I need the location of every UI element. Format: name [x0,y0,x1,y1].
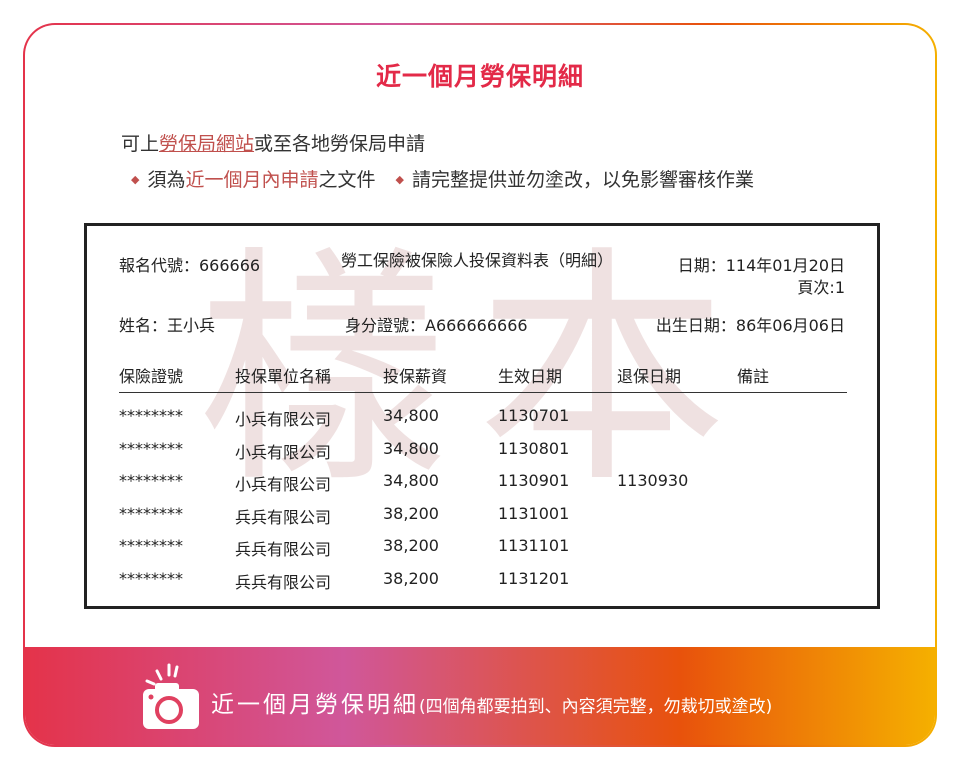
table-cell: 1131201 [498,569,570,588]
table-cell: 兵兵有限公司 [235,540,332,560]
table-cell: ******** [119,406,183,425]
column-header: 備註 [737,367,770,386]
table-cell: 小兵有限公司 [235,410,332,429]
bli-website-link[interactable]: 勞保局網站 [159,133,255,155]
date: 日期：114年01月20日 [677,256,845,275]
footer-banner: 近一個月勞保明細(四個角都要拍到、內容須完整，勿裁切或塗改) [25,647,935,745]
table-cell: 1131101 [498,536,570,556]
bullet-item: ◆ 須為近一個月內申請之文件 [131,169,376,191]
id-number: 身分證號：A666666666 [345,316,528,335]
page-number: 頁次:1 [797,278,845,297]
table-cell: 38,200 [383,569,439,588]
column-header: 保險證號 [119,367,184,386]
birth-date: 出生日期：86年06月06日 [655,316,845,335]
table-cell: 1131001 [498,503,570,523]
page-title: 近一個月勞保明細 [375,62,584,91]
table-cell: 兵兵有限公司 [235,507,332,527]
footer-text: 近一個月勞保明細(四個角都要拍到、內容須完整，勿裁切或塗改) [211,692,773,718]
name: 姓名：王小兵 [119,316,216,335]
instruction-line: 可上勞保局網站或至各地勞保局申請 [121,129,425,156]
table-cell: 38,200 [383,503,439,523]
code-label: 報名代號：666666 [119,256,261,275]
table-cell: 38,200 [383,536,439,556]
table-cell: ******** [119,569,183,588]
column-header: 生效日期 [498,367,563,386]
table-cell: ******** [119,471,183,491]
text: 或至各地勞保局申請 [254,133,426,155]
table-cell: 兵兵有限公司 [235,573,332,592]
text: 可上 [121,133,160,155]
column-header: 退保日期 [617,367,682,386]
camera-icon [143,663,199,729]
table-cell: 1130930 [617,471,689,491]
table-cell: 34,800 [383,438,439,458]
sample-document: 樣本 報名代號：666666 勞工保險被保險人投保資料表（明細） 日期：114年… [84,223,880,609]
bullet-list: ◆ 須為近一個月內申請之文件 ◆ 請完整提供並勿塗改，以免影響審核作業 [131,165,754,192]
table-cell: ******** [119,536,183,556]
diamond-icon: ◆ [131,173,140,186]
table-cell: 小兵有限公司 [235,442,332,462]
table-cell: 1130801 [498,438,570,458]
diamond-icon: ◆ [395,173,404,186]
card-frame: 近一個月勞保明細 可上勞保局網站或至各地勞保局申請 ◆ 須為近一個月內申請之文件 … [23,23,937,747]
table-cell: 34,800 [383,406,439,425]
column-header: 投保薪資 [383,367,448,386]
table-cell: ******** [119,438,183,458]
table-cell: 小兵有限公司 [235,475,332,495]
bullet-item: ◆ 請完整提供並勿塗改，以免影響審核作業 [395,169,754,191]
divider [119,392,847,393]
table-cell: 1130901 [498,471,570,491]
table-cell: 34,800 [383,471,439,491]
form-title: 勞工保險被保險人投保資料表（明細） [341,251,614,270]
table-cell: 1130701 [498,406,570,425]
column-header: 投保單位名稱 [235,367,332,386]
table-cell: ******** [119,503,183,523]
